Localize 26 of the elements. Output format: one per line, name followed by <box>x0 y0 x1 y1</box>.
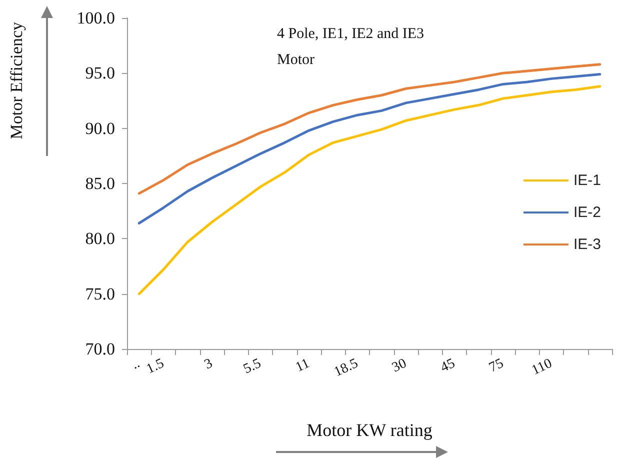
x-tick-label: .. <box>130 356 142 373</box>
text: 4 Pole, IE1, IE2 and IE3 Motor <box>277 26 428 68</box>
legend-label: IE-2 <box>573 204 602 221</box>
line-series <box>138 63 602 195</box>
x-tick-label: 3 <box>202 356 216 373</box>
y-tick-label: 90.0 <box>85 118 115 138</box>
legend-label: IE-3 <box>573 236 602 253</box>
x-tick-label: 18.5 <box>332 356 361 380</box>
y-tick-label: 70.0 <box>85 340 115 358</box>
x-tick-label: 30 <box>390 356 410 376</box>
legend-label: IE-1 <box>573 172 602 189</box>
x-tick-label: 110 <box>530 356 555 378</box>
y-tick-label: 80.0 <box>85 229 115 248</box>
x-tick-label: 1.5 <box>144 356 167 378</box>
x-tick-label: 75 <box>487 356 506 376</box>
x-tick-label: 5.5 <box>241 356 264 378</box>
line-series <box>138 85 602 296</box>
x-tick-label: 45 <box>438 356 458 376</box>
x-axis-title: Motor KW rating <box>306 420 432 440</box>
y-tick-label: 95.0 <box>85 64 115 83</box>
y-tick-label: 100.0 <box>76 8 115 28</box>
y-axis-title: Motor Efficiency <box>7 22 26 140</box>
y-tick-label: 75.0 <box>85 284 115 304</box>
x-tick-label: 11 <box>294 356 312 376</box>
y-tick-label: 85.0 <box>85 174 115 193</box>
line-series <box>138 73 602 224</box>
